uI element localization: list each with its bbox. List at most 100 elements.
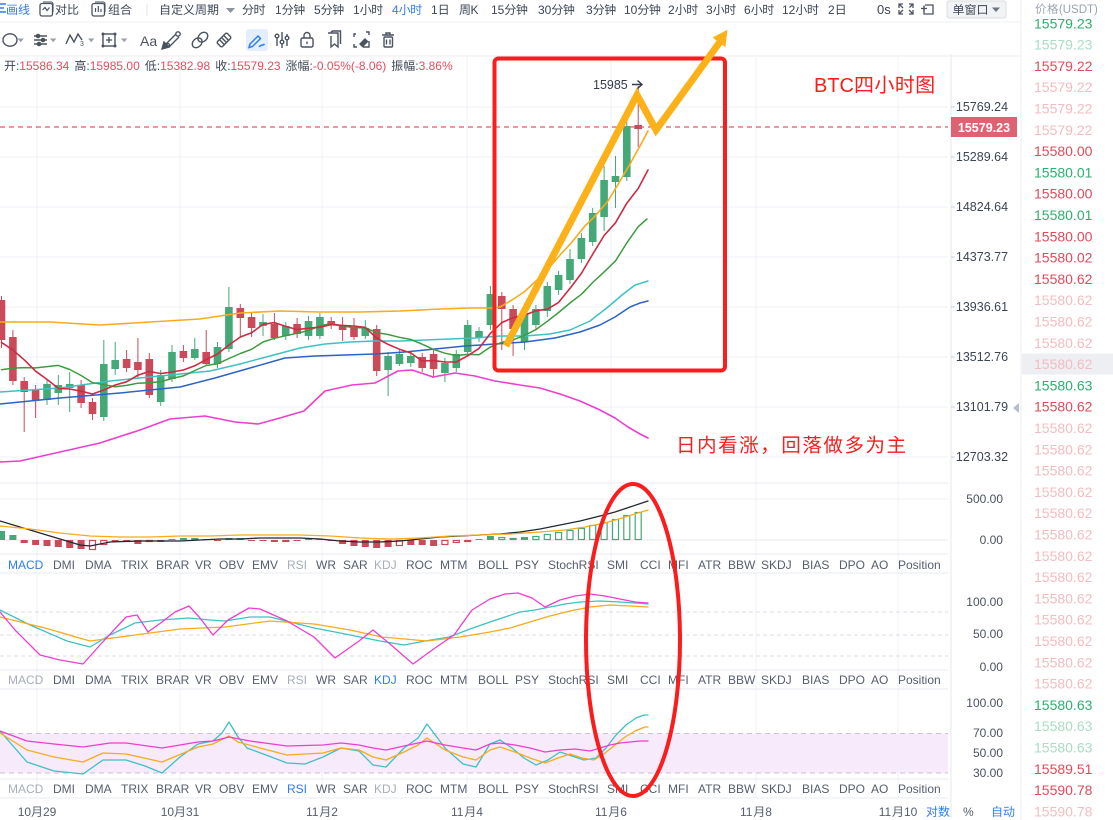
svg-text:70.00: 70.00 bbox=[973, 726, 1003, 740]
svg-text:K: K bbox=[471, 3, 479, 17]
svg-text:DPO: DPO bbox=[839, 782, 865, 796]
svg-text:MACD: MACD bbox=[8, 782, 44, 796]
svg-text:3: 3 bbox=[80, 41, 84, 48]
svg-text:MFI: MFI bbox=[668, 558, 689, 572]
svg-text:BIAS: BIAS bbox=[802, 673, 829, 687]
svg-text:11: 11 bbox=[595, 805, 608, 819]
svg-text:StochRSI: StochRSI bbox=[548, 558, 599, 572]
svg-text:DPO: DPO bbox=[839, 558, 865, 572]
svg-text:EMV: EMV bbox=[252, 558, 278, 572]
svg-text:2: 2 bbox=[828, 3, 835, 17]
svg-text::: : bbox=[227, 59, 230, 73]
svg-text:15289.64: 15289.64 bbox=[956, 150, 1008, 164]
svg-text:PSY: PSY bbox=[515, 558, 539, 572]
svg-text:0.00: 0.00 bbox=[980, 533, 1004, 547]
svg-text:14824.64: 14824.64 bbox=[956, 200, 1008, 214]
svg-text:BRAR: BRAR bbox=[156, 673, 190, 687]
svg-text:RSI: RSI bbox=[287, 558, 307, 572]
svg-text:15580.01: 15580.01 bbox=[1034, 164, 1093, 180]
svg-text:(USDT): (USDT) bbox=[1059, 4, 1098, 16]
svg-text:2: 2 bbox=[331, 805, 338, 819]
svg-text:VR: VR bbox=[195, 782, 212, 796]
svg-text:15580.62: 15580.62 bbox=[1034, 420, 1093, 436]
svg-text:15580.62: 15580.62 bbox=[1034, 654, 1093, 670]
svg-text:15580.62: 15580.62 bbox=[1034, 569, 1093, 585]
svg-text:50.00: 50.00 bbox=[973, 627, 1003, 641]
svg-text:RSI: RSI bbox=[287, 673, 307, 687]
svg-text:10: 10 bbox=[18, 805, 32, 819]
svg-text:DPO: DPO bbox=[839, 673, 865, 687]
svg-text:13101.79: 13101.79 bbox=[956, 400, 1008, 414]
svg-text:BRAR: BRAR bbox=[156, 782, 190, 796]
svg-text:ATR: ATR bbox=[698, 673, 721, 687]
svg-text:SKDJ: SKDJ bbox=[761, 558, 792, 572]
svg-text:6: 6 bbox=[744, 3, 751, 17]
svg-text:TRIX: TRIX bbox=[121, 673, 148, 687]
svg-text:500.00: 500.00 bbox=[966, 492, 1003, 506]
svg-text:DMA: DMA bbox=[85, 558, 112, 572]
svg-text::: : bbox=[310, 59, 313, 73]
svg-text:Position: Position bbox=[898, 782, 941, 796]
svg-text:8: 8 bbox=[765, 805, 772, 819]
svg-text:BOLL: BOLL bbox=[478, 673, 509, 687]
svg-text:Position: Position bbox=[898, 673, 941, 687]
svg-text:SKDJ: SKDJ bbox=[761, 673, 792, 687]
svg-text:WR: WR bbox=[316, 782, 336, 796]
svg-text:MACD: MACD bbox=[8, 558, 44, 572]
svg-text:15580.62: 15580.62 bbox=[1034, 676, 1093, 692]
svg-text:AO: AO bbox=[871, 558, 888, 572]
svg-text:MTM: MTM bbox=[440, 673, 467, 687]
svg-text:15985.00: 15985.00 bbox=[90, 59, 140, 73]
svg-text:14373.77: 14373.77 bbox=[956, 250, 1008, 264]
svg-text:4: 4 bbox=[476, 805, 483, 819]
svg-text:ROC: ROC bbox=[406, 558, 433, 572]
svg-text:CCI: CCI bbox=[640, 558, 661, 572]
svg-text:Position: Position bbox=[898, 558, 941, 572]
svg-text:SAR: SAR bbox=[343, 673, 368, 687]
svg-text:BTC: BTC bbox=[814, 75, 854, 97]
svg-text:MACD: MACD bbox=[8, 673, 44, 687]
svg-text:15580.63: 15580.63 bbox=[1034, 377, 1093, 393]
svg-text:VR: VR bbox=[195, 558, 212, 572]
svg-text:15580.62: 15580.62 bbox=[1034, 527, 1093, 543]
svg-text:CCI: CCI bbox=[640, 673, 661, 687]
svg-text:15580.00: 15580.00 bbox=[1034, 228, 1093, 244]
svg-text:OBV: OBV bbox=[219, 782, 244, 796]
svg-text:MTM: MTM bbox=[440, 782, 467, 796]
svg-text:4: 4 bbox=[392, 3, 399, 17]
svg-text:15580.62: 15580.62 bbox=[1034, 463, 1093, 479]
svg-text:15580.62: 15580.62 bbox=[1034, 548, 1093, 564]
svg-text:15580.62: 15580.62 bbox=[1034, 612, 1093, 628]
svg-text:15769.24: 15769.24 bbox=[956, 100, 1008, 114]
svg-text:10: 10 bbox=[624, 3, 638, 17]
svg-text:1: 1 bbox=[275, 3, 282, 17]
svg-text:WR: WR bbox=[316, 673, 336, 687]
svg-text:13512.76: 13512.76 bbox=[956, 350, 1008, 364]
svg-text:BOLL: BOLL bbox=[478, 782, 509, 796]
svg-text:VR: VR bbox=[195, 673, 212, 687]
svg-text:3: 3 bbox=[706, 3, 713, 17]
svg-text:3.86%: 3.86% bbox=[419, 59, 453, 73]
svg-text:15580.62: 15580.62 bbox=[1034, 292, 1093, 308]
svg-text:11: 11 bbox=[306, 805, 319, 819]
svg-text:KDJ: KDJ bbox=[374, 673, 397, 687]
svg-text:15985: 15985 bbox=[593, 78, 628, 92]
svg-text:15586.34: 15586.34 bbox=[19, 59, 69, 73]
svg-text:DMI: DMI bbox=[53, 782, 75, 796]
svg-text:BBW: BBW bbox=[728, 673, 756, 687]
svg-text:50.00: 50.00 bbox=[973, 746, 1003, 760]
svg-text:13936.61: 13936.61 bbox=[956, 300, 1008, 314]
svg-text::: : bbox=[16, 59, 19, 73]
svg-text:15579.23: 15579.23 bbox=[1034, 37, 1093, 53]
svg-text:11: 11 bbox=[879, 805, 892, 819]
svg-text:30: 30 bbox=[538, 3, 552, 17]
svg-text:0s: 0s bbox=[877, 2, 891, 17]
svg-text:15580.62: 15580.62 bbox=[1034, 441, 1093, 457]
svg-text:15590.78: 15590.78 bbox=[1034, 803, 1093, 819]
svg-text:BIAS: BIAS bbox=[802, 558, 829, 572]
svg-text:100.00: 100.00 bbox=[966, 696, 1003, 710]
svg-text:ROC: ROC bbox=[406, 782, 433, 796]
svg-text:TRIX: TRIX bbox=[121, 782, 148, 796]
svg-text:29: 29 bbox=[43, 805, 57, 819]
svg-text:15580.62: 15580.62 bbox=[1034, 314, 1093, 330]
